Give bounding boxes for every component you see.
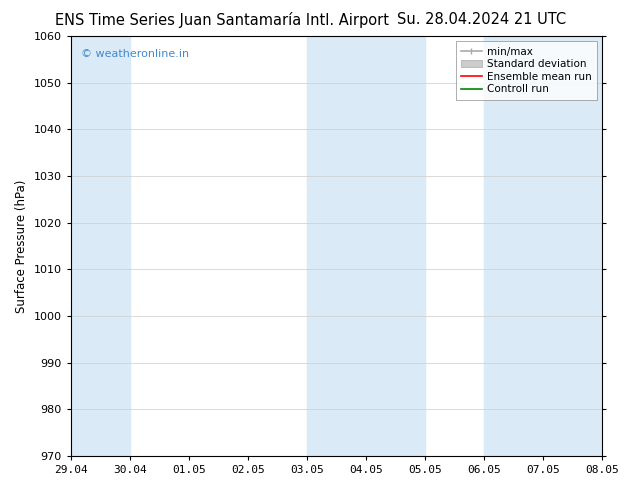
Y-axis label: Surface Pressure (hPa): Surface Pressure (hPa): [15, 179, 28, 313]
Text: Su. 28.04.2024 21 UTC: Su. 28.04.2024 21 UTC: [398, 12, 566, 27]
Text: © weatheronline.in: © weatheronline.in: [81, 49, 190, 59]
Legend: min/max, Standard deviation, Ensemble mean run, Controll run: min/max, Standard deviation, Ensemble me…: [456, 41, 597, 99]
Bar: [71, 36, 130, 456]
Bar: [307, 36, 425, 456]
Text: ENS Time Series Juan Santamaría Intl. Airport: ENS Time Series Juan Santamaría Intl. Ai…: [55, 12, 389, 28]
Bar: [484, 36, 602, 456]
